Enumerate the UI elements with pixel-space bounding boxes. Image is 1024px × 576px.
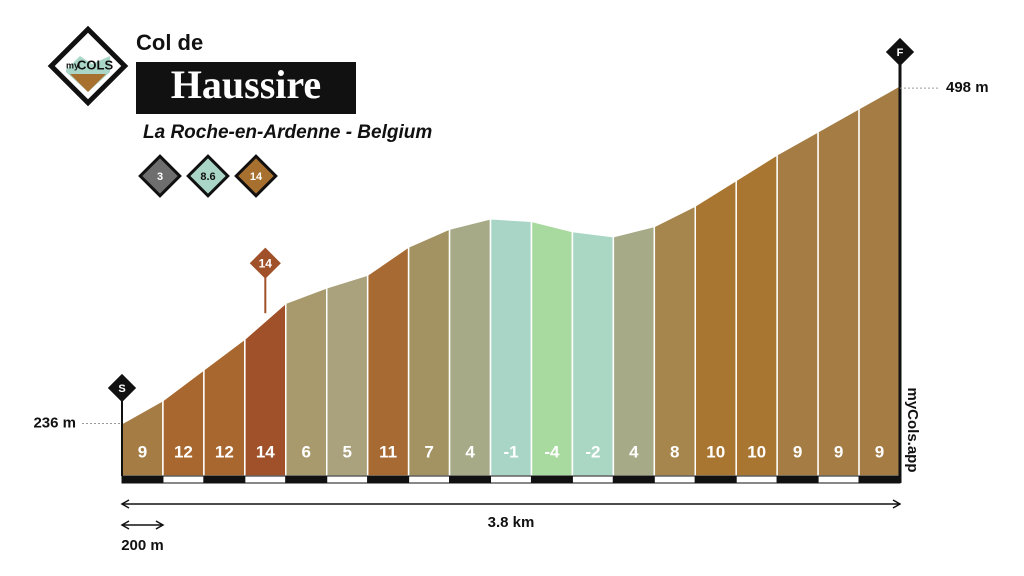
badge-label: 14 <box>250 171 263 183</box>
scale-label: 200 m <box>121 537 164 554</box>
arrow-head <box>120 520 130 530</box>
ground-stripe <box>694 475 737 484</box>
ground-stripe <box>203 475 246 484</box>
gradient-label: 12 <box>174 442 193 461</box>
gradient-label: 7 <box>424 442 433 461</box>
climb-name: Haussire <box>171 62 321 107</box>
ground-stripe <box>244 475 287 484</box>
ground-stripe <box>326 475 369 484</box>
segment <box>612 225 656 477</box>
gradient-label: 4 <box>465 442 475 461</box>
ground-stripe <box>490 475 532 484</box>
elevation-label: 498 m <box>946 79 989 96</box>
badge-label: 3 <box>157 171 163 183</box>
title: Col de <box>136 30 203 55</box>
segment <box>858 84 901 477</box>
gradient-label: 10 <box>706 442 725 461</box>
gradient-label: 9 <box>138 442 147 461</box>
segment <box>530 220 574 477</box>
subtitle: La Roche-en-Ardenne - Belgium <box>143 122 432 143</box>
ground-stripe <box>285 475 328 484</box>
logo-small: my <box>66 60 79 70</box>
gradient-label: 9 <box>793 442 802 461</box>
badge <box>186 154 230 198</box>
elevation-label: 236 m <box>33 414 76 431</box>
gradient-label: -1 <box>503 442 518 461</box>
gradient-label: 6 <box>302 442 311 461</box>
segment <box>489 217 533 477</box>
segment <box>694 178 737 477</box>
gradient-label: 9 <box>834 442 843 461</box>
segment <box>448 217 492 477</box>
ground-stripe <box>408 475 451 484</box>
gradient-label: -2 <box>585 442 600 461</box>
segment <box>735 153 778 477</box>
ground-stripe <box>121 475 164 484</box>
max-label: 14 <box>259 256 273 270</box>
gradient-label: 12 <box>215 442 234 461</box>
arrow-head <box>120 499 130 509</box>
flag-label: F <box>897 47 904 59</box>
flag-label: S <box>118 383 125 395</box>
logo-big: COLS <box>77 57 113 72</box>
ground-stripe <box>858 475 901 484</box>
ground-stripe <box>367 475 410 484</box>
badge <box>138 154 182 198</box>
badge-label: 8.6 <box>200 171 215 183</box>
name-box <box>136 62 356 114</box>
ground-stripe <box>571 475 614 484</box>
logo-base <box>70 74 106 92</box>
ground-stripe <box>735 475 778 484</box>
segment <box>776 130 819 477</box>
gradient-label: 4 <box>629 442 639 461</box>
gradient-label: 9 <box>875 442 884 461</box>
arrow-head <box>892 499 902 509</box>
badge <box>234 154 278 198</box>
segment <box>653 204 697 477</box>
max-marker <box>249 247 281 279</box>
gradient-label: 8 <box>670 442 679 461</box>
gradient-label: 10 <box>747 442 766 461</box>
ground-stripe <box>530 475 573 484</box>
logo: my COLS <box>47 25 129 107</box>
segment <box>407 227 451 477</box>
ground-stripe <box>817 475 860 484</box>
ground-stripe <box>449 475 492 484</box>
ground-stripe <box>162 475 205 484</box>
segment <box>817 107 860 477</box>
gradient-label: 11 <box>379 442 397 461</box>
gradient-label: 5 <box>342 442 351 461</box>
gradient-label: 14 <box>256 442 275 461</box>
segment <box>571 230 615 477</box>
arrow-head <box>155 520 165 530</box>
ground-stripe <box>653 475 696 484</box>
ground-stripe <box>612 475 655 484</box>
segment <box>121 399 164 477</box>
watermark: myCols.app <box>904 387 921 472</box>
flag <box>885 37 915 67</box>
scale-label: 3.8 km <box>488 514 535 531</box>
gradient-label: -4 <box>544 442 560 461</box>
ground-stripe <box>776 475 819 484</box>
